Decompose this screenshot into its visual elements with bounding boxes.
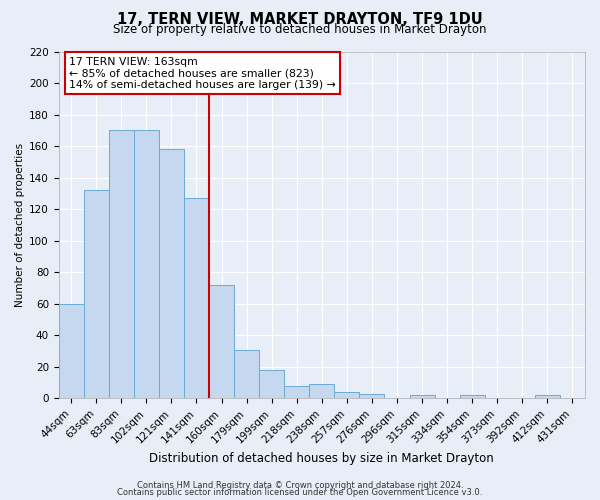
Text: Contains HM Land Registry data © Crown copyright and database right 2024.: Contains HM Land Registry data © Crown c…	[137, 480, 463, 490]
Text: 17 TERN VIEW: 163sqm
← 85% of detached houses are smaller (823)
14% of semi-deta: 17 TERN VIEW: 163sqm ← 85% of detached h…	[69, 56, 336, 90]
Bar	[359, 394, 385, 398]
Y-axis label: Number of detached properties: Number of detached properties	[15, 143, 25, 307]
Bar	[209, 285, 234, 399]
Bar	[284, 386, 309, 398]
Text: Size of property relative to detached houses in Market Drayton: Size of property relative to detached ho…	[113, 22, 487, 36]
Bar	[59, 304, 84, 398]
Bar	[84, 190, 109, 398]
X-axis label: Distribution of detached houses by size in Market Drayton: Distribution of detached houses by size …	[149, 452, 494, 465]
Bar	[134, 130, 159, 398]
Bar	[184, 198, 209, 398]
Bar	[535, 396, 560, 398]
Bar	[234, 350, 259, 399]
Bar	[334, 392, 359, 398]
Bar	[109, 130, 134, 398]
Bar	[259, 370, 284, 398]
Bar	[309, 384, 334, 398]
Bar	[460, 396, 485, 398]
Bar	[410, 396, 434, 398]
Bar	[159, 150, 184, 398]
Text: 17, TERN VIEW, MARKET DRAYTON, TF9 1DU: 17, TERN VIEW, MARKET DRAYTON, TF9 1DU	[117, 12, 483, 28]
Text: Contains public sector information licensed under the Open Government Licence v3: Contains public sector information licen…	[118, 488, 482, 497]
